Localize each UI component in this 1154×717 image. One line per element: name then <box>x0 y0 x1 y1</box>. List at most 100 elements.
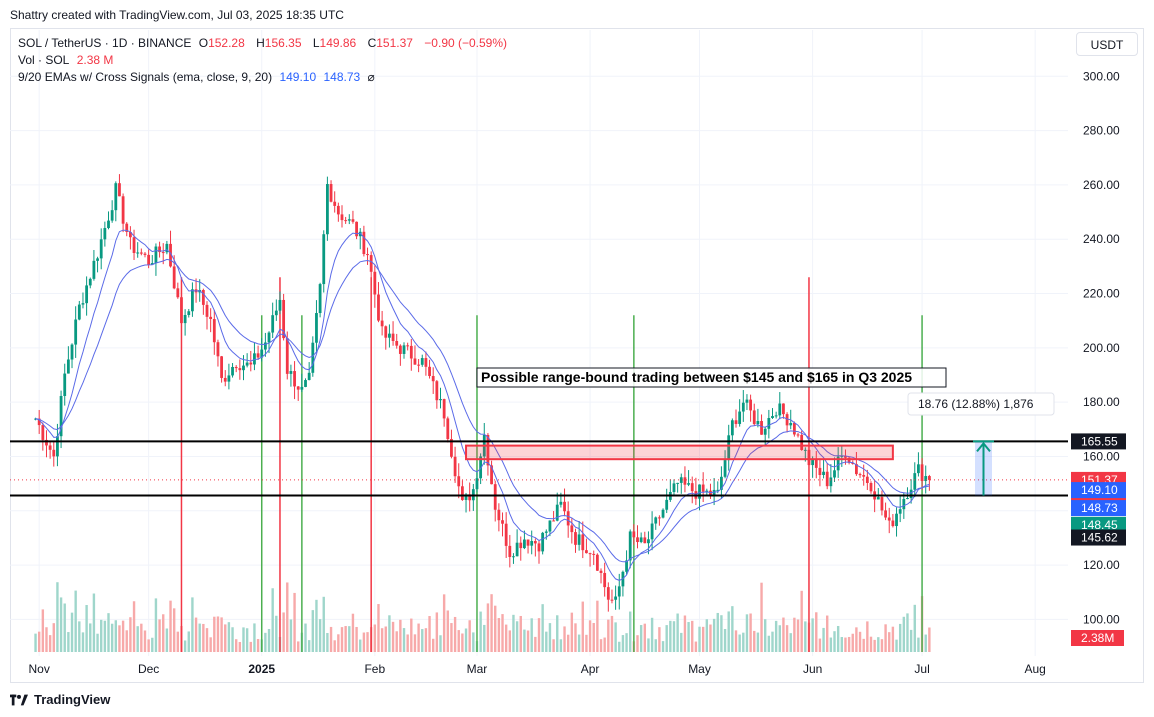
ema-visibility-icon[interactable]: ⌀ <box>367 70 375 84</box>
volume-bar <box>599 639 603 652</box>
volume-bar <box>136 626 139 652</box>
volume-bar <box>275 615 278 652</box>
volume-bar <box>234 639 238 652</box>
candle-body <box>771 416 774 419</box>
volume-bar <box>840 637 844 652</box>
candle-body <box>209 316 213 320</box>
volume-bar <box>588 620 592 652</box>
candle-body <box>132 237 136 253</box>
candle-body <box>628 531 632 561</box>
candle-body <box>431 376 435 382</box>
candle-body <box>128 231 132 238</box>
candle-body <box>92 260 96 279</box>
volume-bar <box>256 639 260 652</box>
candle-body <box>165 243 169 253</box>
x-tick-label: Apr <box>581 662 600 676</box>
volume-bar <box>639 625 643 652</box>
candle-body <box>555 504 559 521</box>
candle-body <box>851 462 855 464</box>
candle-body <box>672 483 676 492</box>
volume-bar <box>490 594 493 652</box>
currency-button[interactable]: USDT <box>1076 32 1138 56</box>
volume-bar <box>96 633 99 652</box>
x-tick-label: Jun <box>803 662 822 676</box>
close-label: C <box>367 36 377 50</box>
volume-bar <box>121 620 125 652</box>
candle-body <box>614 596 618 600</box>
volume-bar <box>720 615 723 652</box>
candle-body <box>917 464 920 474</box>
volume-bar <box>282 612 285 652</box>
candle-body <box>756 421 760 425</box>
candle-body <box>895 513 898 527</box>
x-tick-label: May <box>688 662 711 676</box>
candle-body <box>388 333 391 338</box>
candle-body <box>493 484 497 510</box>
symbol-label[interactable]: SOL / TetherUS · 1D · BINANCE <box>18 36 192 50</box>
volume-bar <box>858 631 862 652</box>
volume-bar <box>351 613 355 652</box>
volume-bar <box>818 638 822 652</box>
candle-body <box>526 539 530 546</box>
volume-bar <box>541 604 544 652</box>
volume-bar <box>52 623 55 652</box>
candle-body <box>862 475 866 477</box>
tradingview-logo[interactable]: TradingView <box>10 692 110 707</box>
volume-bar <box>796 619 800 652</box>
signal-price-label: 148.45 <box>1081 518 1118 532</box>
volume-bar <box>855 627 858 652</box>
volume-bar <box>114 620 117 652</box>
volume-bar <box>216 616 220 652</box>
volume-bar <box>457 630 460 652</box>
candle-body <box>734 420 738 424</box>
volume-bar <box>895 639 898 652</box>
candle-body <box>745 399 749 403</box>
candle-body <box>439 399 442 401</box>
candle-body <box>712 489 716 496</box>
volume-bar <box>906 613 909 652</box>
candle-body <box>847 457 851 463</box>
volume-bar <box>683 615 687 652</box>
candle-body <box>99 239 103 259</box>
volume-bar <box>220 617 223 652</box>
volume-bar <box>512 614 515 652</box>
candle-body <box>855 463 858 475</box>
volume-bar <box>577 634 581 652</box>
candle-body <box>763 428 767 435</box>
candle-body <box>274 310 278 316</box>
candle-body <box>606 587 610 600</box>
candle-body <box>56 436 59 457</box>
volume-bar <box>337 634 340 652</box>
candle-body <box>107 220 110 229</box>
x-tick-label: Mar <box>467 662 488 676</box>
candle-body <box>479 456 483 479</box>
volume-bar <box>804 621 807 652</box>
volume-bar <box>380 628 384 652</box>
ema20-price-label-bg <box>1071 500 1126 517</box>
volume-bar <box>187 631 190 652</box>
candle-body <box>898 509 902 514</box>
candle-body <box>96 258 99 261</box>
candle-body <box>242 365 245 371</box>
volume-bar <box>56 582 59 652</box>
candle-body <box>924 476 928 482</box>
volume-bar <box>289 619 293 652</box>
candle-body <box>716 489 720 491</box>
volume-bar <box>610 615 614 652</box>
volume-bar <box>41 609 45 652</box>
volume-bar <box>45 627 48 652</box>
candle-body <box>344 220 348 222</box>
volume-bar <box>800 590 803 652</box>
volume-bar <box>836 625 840 652</box>
ema-label[interactable]: 9/20 EMAs w/ Cross Signals (ema, close, … <box>18 70 273 84</box>
candle-body <box>643 537 647 544</box>
volume-bar <box>658 627 661 652</box>
candle-body <box>172 266 176 289</box>
volume-label[interactable]: Vol · SOL <box>18 53 70 67</box>
volume-bar <box>297 641 300 652</box>
candle-body <box>340 214 344 221</box>
candle-body <box>311 342 315 373</box>
candle-body <box>373 271 377 295</box>
volume-bar <box>311 610 315 652</box>
